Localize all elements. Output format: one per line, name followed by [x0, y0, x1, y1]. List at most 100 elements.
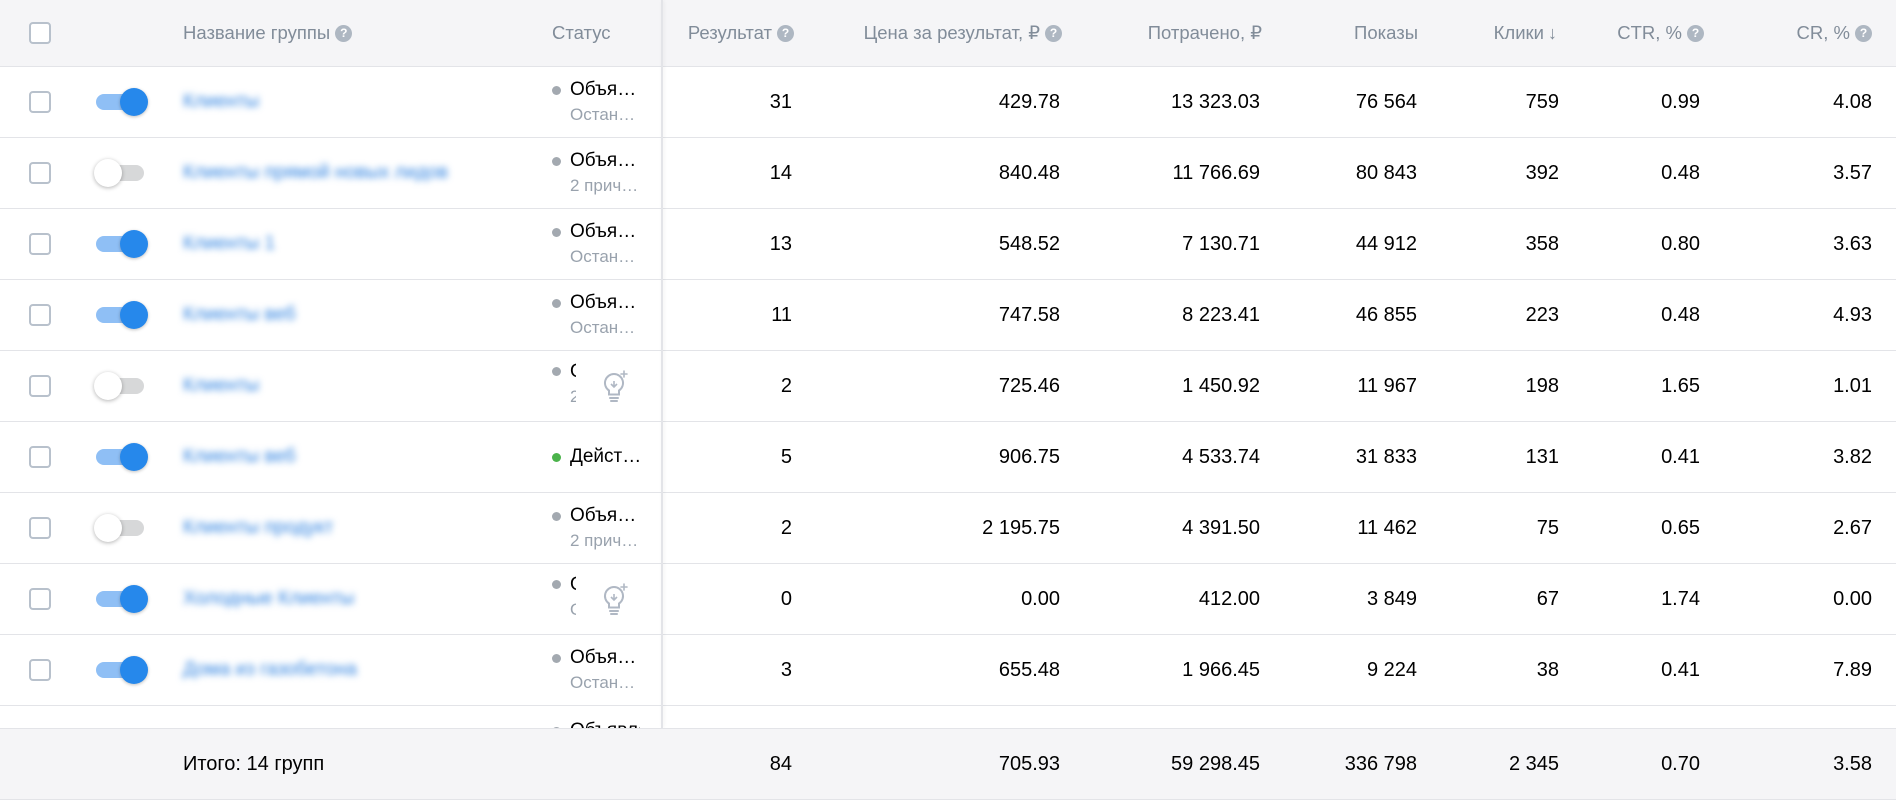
- table-row[interactable]: Клиенты прямой новых лидов Объявления ост…: [0, 138, 1896, 209]
- group-toggle[interactable]: [96, 440, 148, 474]
- table-row[interactable]: Клиенты 1 Объявления остановлены Остановле…: [0, 209, 1896, 280]
- impressions-value: 31 833: [1355, 445, 1417, 468]
- row-checkbox[interactable]: [29, 446, 51, 468]
- header-group-name[interactable]: Название группы ?: [183, 0, 483, 66]
- row-checkbox[interactable]: [29, 659, 51, 681]
- table-row[interactable]: Клиенты продукт Объявления остановлены 2 п…: [0, 493, 1896, 564]
- toggle-knob: [120, 301, 148, 329]
- clicks-value: 131: [1525, 445, 1559, 468]
- table-row[interactable]: Клиенты Объявления 2 причины 2 725.46 1 450.9…: [0, 351, 1896, 422]
- price-value: 840.48: [998, 161, 1060, 184]
- spent-value: 13 323.03: [1171, 90, 1260, 113]
- impressions-value: 44 912: [1355, 232, 1417, 255]
- cr-value: 0.00: [1833, 587, 1872, 610]
- status-text: Объявления остановлены: [552, 647, 658, 669]
- header-price[interactable]: Цена за результат, ₽ ?: [800, 0, 1062, 66]
- group-toggle[interactable]: [94, 511, 148, 545]
- ctr-value: 1.74: [1661, 587, 1700, 610]
- header-impressions[interactable]: Показы: [1270, 0, 1418, 66]
- group-toggle[interactable]: [96, 85, 148, 119]
- group-toggle[interactable]: [94, 156, 148, 190]
- spent-value: 11 766.69: [1172, 161, 1261, 184]
- table-row[interactable]: Клиенты веб Действуют 5 906.75 4 533.74 31 83…: [0, 422, 1896, 493]
- group-toggle[interactable]: [96, 227, 148, 261]
- table-row[interactable]: Холодные Клиенты Объявления Остановлено 0 0.…: [0, 564, 1896, 635]
- spent-value: 8 223.41: [1182, 303, 1260, 326]
- price-value: 429.78: [998, 90, 1060, 113]
- price-value: 747.58: [998, 303, 1060, 326]
- status-cell-content: Объявления остановлены 2 причины: [552, 505, 658, 551]
- table-row[interactable]: Клиенты веб Объявления остановлены Останов…: [0, 280, 1896, 351]
- status-cell-content: Объявления остановлены Остановлено: [552, 221, 658, 267]
- status-subtext: Остановлено: [570, 105, 642, 124]
- toggle-knob: [94, 159, 122, 187]
- row-checkbox[interactable]: [29, 91, 51, 113]
- spent-value: 1 450.92: [1182, 374, 1260, 397]
- toggle-knob: [120, 443, 148, 471]
- status-dot: [552, 653, 561, 663]
- group-name-link[interactable]: Клиенты веб: [183, 446, 296, 467]
- row-select-cell: [29, 67, 59, 137]
- row-checkbox[interactable]: [29, 588, 51, 610]
- group-name-cell: Холодные Клиенты: [172, 564, 480, 634]
- status-cell: Действуют: [552, 422, 658, 492]
- question-circle-icon[interactable]: ?: [1855, 24, 1872, 42]
- header-result[interactable]: Результат ?: [660, 0, 794, 66]
- select-all-checkbox[interactable]: [29, 22, 51, 44]
- question-circle-icon[interactable]: ?: [777, 24, 794, 42]
- header-spent[interactable]: Потрачено, ₽: [1070, 0, 1262, 66]
- header-ctr[interactable]: CTR, % ?: [1570, 0, 1704, 66]
- question-circle-icon[interactable]: ?: [1687, 24, 1704, 42]
- group-name-link[interactable]: Дома из газобетона: [183, 659, 357, 680]
- row-checkbox[interactable]: [29, 304, 51, 326]
- clicks-value: 67: [1536, 587, 1559, 610]
- footer-total-label: Итого: 14 групп: [183, 752, 325, 775]
- row-checkbox[interactable]: [29, 517, 51, 539]
- group-name-link[interactable]: Клиенты: [183, 375, 260, 396]
- status-text: Объявления: [552, 574, 658, 596]
- status-text: Объявления остановлены: [552, 221, 658, 243]
- header-clicks-label: Клики: [1493, 22, 1544, 43]
- status-cell-content: Объявления остановлены 2 причины: [552, 150, 658, 196]
- header-status[interactable]: Статус: [552, 0, 652, 66]
- question-circle-icon[interactable]: ?: [1045, 24, 1062, 42]
- group-toggle[interactable]: [96, 582, 148, 616]
- status-cell-content: Объявления остановлены Остановлено: [552, 292, 658, 338]
- result-value: 14: [769, 161, 792, 184]
- group-toggle[interactable]: [96, 653, 148, 687]
- result-value: 5: [780, 445, 792, 468]
- row-select-cell: [29, 351, 59, 421]
- result-value: 13: [769, 232, 792, 255]
- lightbulb-icon[interactable]: [600, 582, 630, 616]
- select-all-cell: [29, 0, 59, 66]
- impressions-value: 46 855: [1355, 303, 1417, 326]
- status-cell: Объявления остановлены Остановлено: [552, 280, 658, 350]
- price-value: 0.00: [1021, 587, 1060, 610]
- clicks-value: 358: [1525, 232, 1559, 255]
- status-subtext: Остановлено: [570, 318, 642, 337]
- clicks-value: 223: [1525, 303, 1559, 326]
- table-row[interactable]: Дома из газобетона Объявления остановлены…: [0, 635, 1896, 706]
- toggle-cell: [96, 209, 156, 279]
- row-checkbox[interactable]: [29, 233, 51, 255]
- group-toggle[interactable]: [96, 298, 148, 332]
- spent-value: 4 533.74: [1182, 445, 1260, 468]
- row-checkbox[interactable]: [29, 162, 51, 184]
- header-result-label: Результат: [687, 22, 772, 43]
- group-name-link[interactable]: Клиенты прямой новых лидов: [183, 162, 448, 183]
- group-toggle[interactable]: [94, 369, 148, 403]
- group-name-link[interactable]: Холодные Клиенты: [183, 588, 355, 609]
- table-header: Название группы ? Статус Результат ? Цен…: [0, 0, 1896, 67]
- lightbulb-icon[interactable]: [600, 369, 630, 403]
- question-circle-icon[interactable]: ?: [335, 24, 353, 42]
- group-name-link[interactable]: Клиенты: [183, 91, 260, 112]
- group-name-link[interactable]: Клиенты веб: [183, 304, 296, 325]
- result-value: 0: [780, 587, 792, 610]
- group-name-link[interactable]: Клиенты продукт: [183, 517, 334, 538]
- header-clicks[interactable]: Клики ↓: [1430, 0, 1557, 66]
- toggle-knob: [120, 88, 148, 116]
- header-cr[interactable]: CR, % ?: [1730, 0, 1872, 66]
- row-checkbox[interactable]: [29, 375, 51, 397]
- group-name-link[interactable]: Клиенты 1: [183, 233, 276, 254]
- table-row[interactable]: Клиенты Объявления остановлены Остановлено…: [0, 67, 1896, 138]
